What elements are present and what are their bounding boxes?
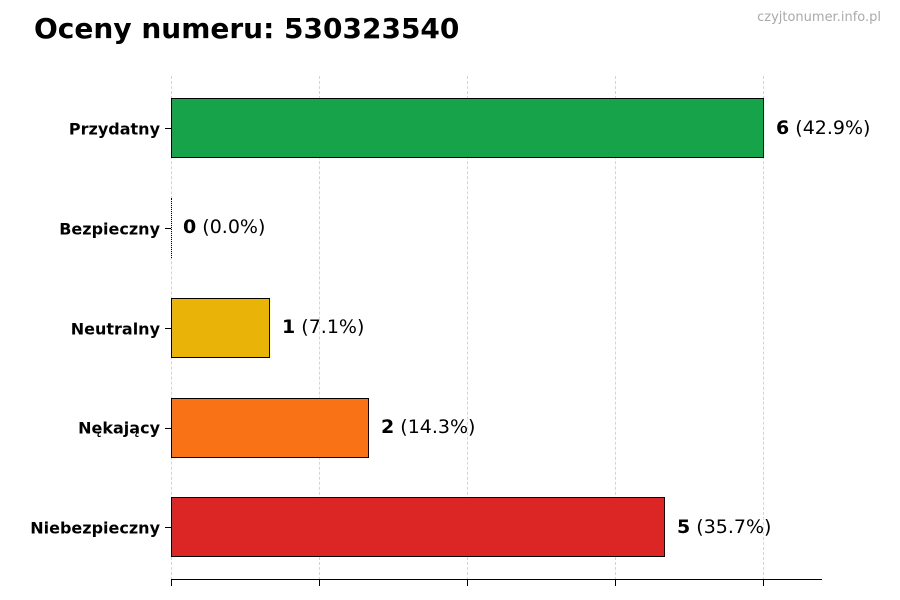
y-tick [165, 328, 171, 329]
gridline [319, 76, 320, 580]
x-tick [467, 580, 468, 586]
gridline [615, 76, 616, 580]
plot-area: 6 (42.9%) 0 (0.0%) 1 (7.1%) 2 (14.3%) 5 … [165, 76, 870, 586]
chart-title: Oceny numeru: 530323540 [34, 12, 460, 45]
gridline [763, 76, 764, 580]
y-label-nekajacy: Nękający [78, 418, 160, 438]
bar-nekajacy [171, 398, 369, 458]
watermark: czyjtonumer.info.pl [757, 10, 881, 25]
y-label-przydatny: Przydatny [68, 119, 160, 139]
x-tick [763, 580, 764, 586]
bar-bezpieczny [171, 198, 172, 258]
value-label-przydatny: 6 (42.9%) [776, 117, 871, 139]
gridline [467, 76, 468, 580]
y-tick [165, 228, 171, 229]
x-tick [319, 580, 320, 586]
y-tick [165, 428, 171, 429]
value-label-niebezpieczny: 5 (35.7%) [677, 516, 772, 538]
y-tick [165, 527, 171, 528]
bar-neutralny [171, 298, 270, 358]
y-label-niebezpieczny: Niebezpieczny [30, 518, 160, 538]
bar-niebezpieczny [171, 497, 665, 557]
y-label-neutralny: Neutralny [70, 319, 160, 339]
x-tick [171, 580, 172, 586]
y-label-bezpieczny: Bezpieczny [59, 219, 160, 239]
value-label-bezpieczny: 0 (0.0%) [183, 216, 266, 238]
value-label-nekajacy: 2 (14.3%) [381, 416, 476, 438]
x-axis [171, 579, 822, 586]
bar-przydatny [171, 98, 764, 158]
x-tick [615, 580, 616, 586]
y-tick [165, 128, 171, 129]
value-label-neutralny: 1 (7.1%) [282, 316, 365, 338]
